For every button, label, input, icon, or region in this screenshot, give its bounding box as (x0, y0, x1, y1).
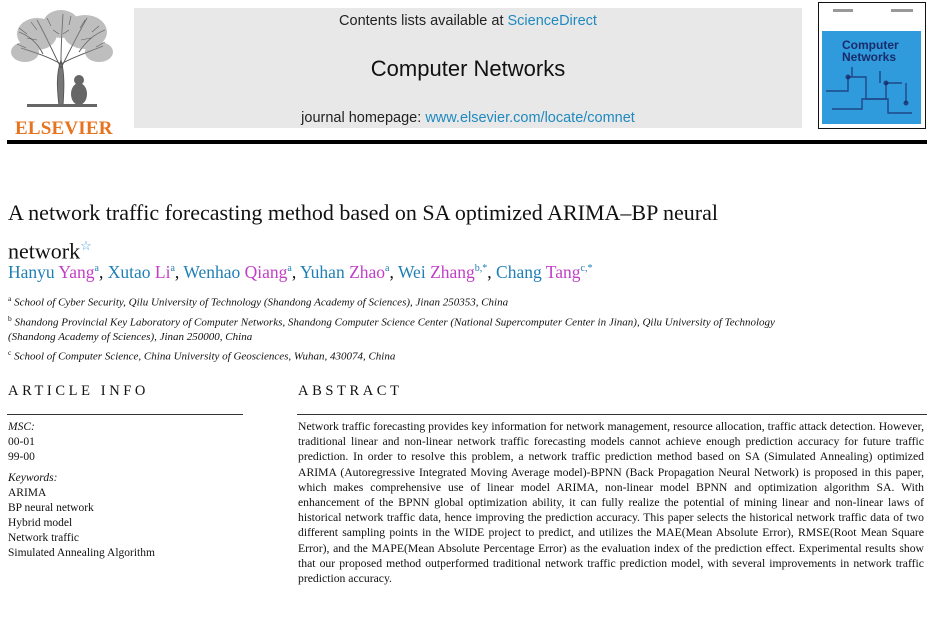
cover-artwork: Computer Networks (822, 31, 921, 124)
author-entry[interactable]: Wenhao Qianga (183, 262, 292, 282)
publisher-wordmark: ELSEVIER (15, 118, 113, 139)
author-family-name: Tang (545, 262, 581, 282)
keywords-label: Keywords: (8, 472, 58, 484)
keyword-item: Simulated Annealing Algorithm (8, 547, 155, 559)
author-list: Hanyu Yanga, Xutao Lia, Wenhao Qianga, Y… (8, 262, 593, 283)
affiliation-text: School of Computer Science, China Univer… (14, 350, 396, 363)
author-entry[interactable]: Chang Tangc,* (496, 262, 592, 282)
cover-header-strip (819, 3, 925, 31)
author-affiliation-mark: c,* (580, 263, 593, 275)
header-divider (7, 140, 927, 144)
affiliation-list: a School of Cyber Security, Qilu Univers… (8, 291, 808, 365)
article-title-text: A network traffic forecasting method bas… (8, 200, 718, 264)
author-given-name: Xutao (107, 262, 151, 282)
journal-cover-thumbnail[interactable]: Computer Networks (818, 2, 926, 129)
author-affiliation-mark: a (385, 263, 390, 275)
author-affiliation-mark: a (287, 263, 292, 275)
author-separator: , (174, 262, 184, 282)
journal-masthead: Contents lists available at ScienceDirec… (134, 8, 802, 128)
author-family-name: Zhao (349, 262, 386, 282)
homepage-prefix: journal homepage: (301, 110, 426, 126)
author-given-name: Wenhao (183, 262, 241, 282)
journal-title: Computer Networks (370, 56, 566, 81)
homepage-link[interactable]: www.elsevier.com/locate/comnet (425, 110, 635, 126)
article-info-divider (7, 414, 243, 415)
article-info-heading: ARTICLE INFO (8, 383, 150, 399)
author-family-name: Li (154, 262, 171, 282)
affiliation-item: b Shandong Provincial Key Laboratory of … (8, 311, 808, 346)
affiliation-item: a School of Cyber Security, Qilu Univers… (8, 291, 808, 311)
tree-emblem-icon (7, 8, 115, 112)
author-separator: , (487, 262, 497, 282)
article-title: A network traffic forecasting method bas… (8, 196, 788, 267)
author-separator: , (389, 262, 398, 282)
title-footnote-star-icon[interactable]: ☆ (80, 238, 92, 253)
author-family-name: Qiang (244, 262, 288, 282)
affiliation-text: Shandong Provincial Key Laboratory of Co… (8, 316, 775, 344)
keyword-item: BP neural network (8, 502, 94, 514)
author-separator: , (99, 262, 108, 282)
affiliation-mark: b (8, 313, 12, 323)
author-entry[interactable]: Yuhan Zhaoa (300, 262, 390, 282)
msc-label: MSC: (8, 421, 35, 433)
author-given-name: Hanyu (8, 262, 55, 282)
author-family-name: Yang (58, 262, 95, 282)
author-affiliation-mark: a (170, 263, 175, 275)
contents-prefix: Contents lists available at (339, 13, 508, 29)
msc-code: 99-00 (8, 451, 35, 463)
affiliation-mark: c (8, 348, 12, 358)
journal-homepage: journal homepage: www.elsevier.com/locat… (134, 110, 802, 126)
abstract-heading: ABSTRACT (298, 383, 403, 399)
contents-availability: Contents lists available at ScienceDirec… (134, 13, 802, 29)
cover-header-mark (891, 9, 913, 12)
author-affiliation-mark: a (94, 263, 99, 275)
cover-network-graphic-icon (826, 67, 912, 114)
affiliation-item: c School of Computer Science, China Univ… (8, 345, 808, 365)
cover-title-line1: Computer (842, 38, 899, 52)
author-entry[interactable]: Wei Zhangb,* (398, 262, 487, 282)
author-family-name: Zhang (430, 262, 475, 282)
author-given-name: Wei (397, 262, 426, 282)
author-given-name: Yuhan (299, 262, 345, 282)
publisher-logo[interactable]: ELSEVIER (7, 8, 115, 139)
keyword-item: Network traffic (8, 532, 79, 544)
author-separator: , (291, 262, 300, 282)
keyword-item: Hybrid model (8, 517, 73, 529)
affiliation-mark: a (8, 294, 12, 303)
abstract-divider (297, 414, 927, 415)
author-affiliation-mark: b,* (474, 263, 488, 275)
affiliation-text: School of Cyber Security, Qilu Universit… (14, 296, 509, 309)
cover-header-mark (833, 9, 853, 12)
sciencedirect-link[interactable]: ScienceDirect (507, 13, 597, 29)
article-info-panel: MSC: 00-01 99-00 Keywords: ARIMA BP neur… (8, 420, 155, 561)
author-entry[interactable]: Hanyu Yanga (8, 262, 99, 282)
keyword-item: ARIMA (8, 487, 47, 499)
abstract-text: Network traffic forecasting provides key… (298, 420, 924, 586)
author-given-name: Chang (496, 262, 542, 282)
cover-title-line2: Networks (842, 50, 897, 64)
author-entry[interactable]: Xutao Lia (108, 262, 175, 282)
cover-title: Computer Networks (842, 39, 899, 63)
msc-code: 00-01 (8, 436, 35, 448)
